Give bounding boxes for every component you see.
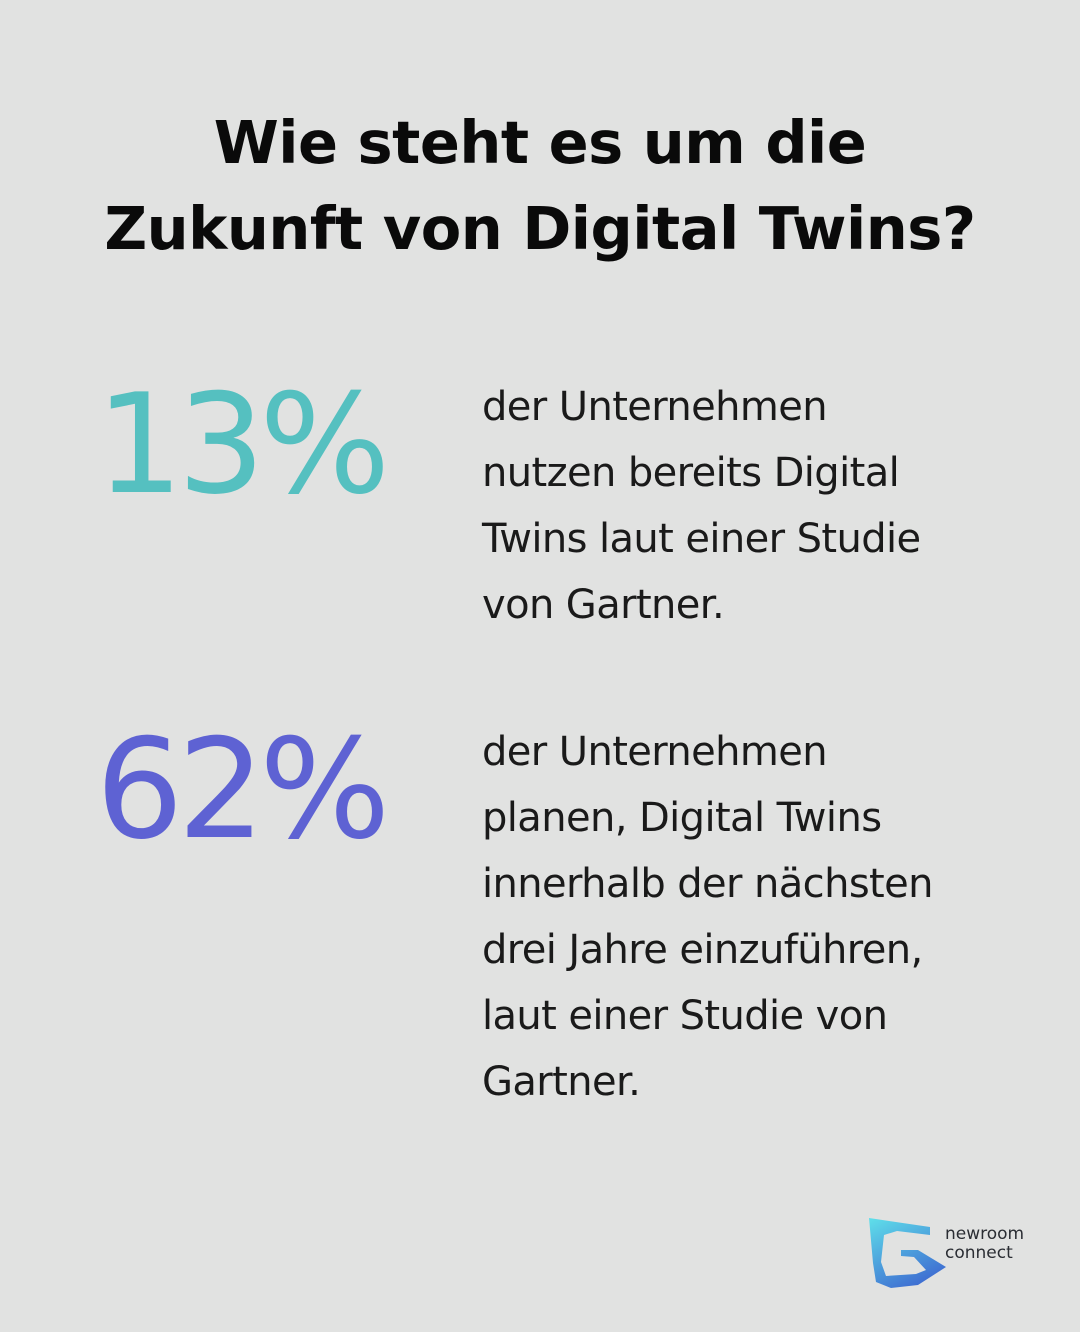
stat-description-2: der Unternehmen planen, Digital Twins in…	[482, 729, 934, 1105]
logo-text: newroom connect	[945, 1225, 1024, 1263]
page-title: Wie steht es um die Zukunft von Digital …	[40, 100, 1040, 272]
stat-description-1: der Unternehmen nutzen bereits Digital T…	[482, 384, 921, 628]
stat-value-62-percent: 62%	[95, 709, 391, 870]
page-title-line-2: Zukunft von Digital Twins?	[104, 194, 976, 263]
logo-text-line-1: newroom	[945, 1224, 1025, 1244]
newroom-connect-logo: newroom connect	[866, 1215, 1046, 1289]
logo-text-line-2: connect	[945, 1243, 1013, 1263]
page-title-line-1: Wie steht es um die	[213, 108, 867, 177]
newroom-connect-logo-icon	[869, 1218, 946, 1288]
stat-value-13-percent: 13%	[95, 364, 391, 525]
